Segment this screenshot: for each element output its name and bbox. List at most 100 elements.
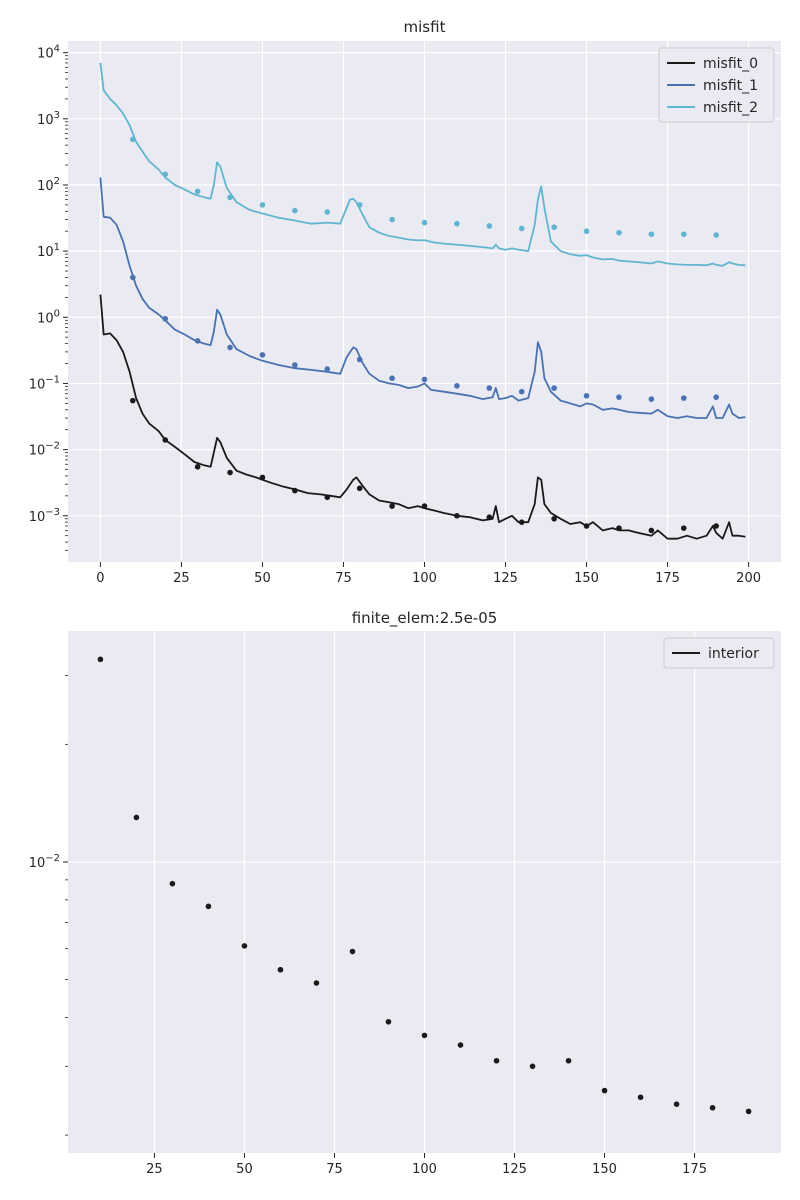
data-point — [130, 397, 136, 404]
data-point — [454, 512, 460, 519]
legend-label: misfit_0 — [703, 56, 758, 72]
x-tick-label: 25 — [173, 571, 190, 586]
data-point — [673, 1101, 680, 1107]
legend-label: interior — [708, 646, 759, 662]
data-point — [169, 880, 176, 887]
legend: interior — [663, 637, 775, 669]
data-point — [421, 503, 428, 509]
data-point — [421, 1032, 428, 1039]
data-point — [616, 394, 622, 400]
y-axis: 10−3 10−2 10−1 100 101 102 103 104 — [29, 44, 68, 551]
data-point — [292, 207, 298, 214]
x-tick-label: 125 — [493, 571, 518, 586]
data-point — [162, 171, 169, 178]
x-tick-label: 150 — [592, 1162, 617, 1177]
x-axis: 0 25 50 75 100 125 150 175 200 — [96, 562, 761, 586]
data-point — [162, 437, 169, 443]
data-point — [637, 1094, 644, 1101]
x-tick-label: 100 — [412, 571, 437, 586]
data-point — [259, 202, 266, 208]
data-point — [97, 656, 104, 663]
y-tick-label: 100 — [37, 308, 60, 326]
x-axis: 25 50 75 100 125 150 175 — [146, 1153, 707, 1177]
data-point — [583, 228, 590, 235]
data-point — [277, 966, 284, 973]
data-point — [551, 224, 557, 230]
series-line-misfit_2 — [99, 62, 746, 267]
data-point — [713, 394, 719, 400]
y-tick-label: 101 — [37, 242, 60, 260]
chart-title: finite_elem:2.5e-05 — [352, 609, 498, 628]
data-point — [565, 1057, 572, 1064]
data-point — [194, 338, 201, 344]
data-point — [324, 209, 331, 215]
data-point — [518, 519, 525, 525]
data-point — [356, 356, 363, 363]
data-point — [518, 388, 525, 395]
y-tick-label: 102 — [37, 176, 60, 194]
data-point — [616, 229, 622, 236]
data-point — [292, 362, 298, 368]
x-tick-label: 75 — [335, 571, 352, 586]
data-point — [421, 376, 428, 383]
series-layer — [97, 656, 752, 1115]
data-point — [713, 232, 719, 238]
data-point — [292, 487, 298, 494]
x-tick-label: 0 — [96, 571, 104, 586]
data-point — [389, 503, 395, 509]
y-tick-label: 10−1 — [29, 374, 60, 392]
data-point — [349, 948, 356, 955]
data-point — [486, 223, 493, 229]
data-point — [648, 396, 655, 402]
y-tick-label: 10−3 — [29, 507, 60, 525]
data-point — [680, 525, 687, 531]
data-point — [241, 943, 248, 949]
data-point — [454, 220, 460, 227]
x-tick-label: 50 — [236, 1162, 253, 1177]
legend-label: misfit_2 — [703, 100, 758, 116]
legend-label: misfit_1 — [703, 78, 758, 94]
y-axis: 10−2 — [29, 675, 68, 1136]
y-tick-label: 104 — [37, 44, 60, 62]
data-point — [389, 216, 395, 223]
data-point — [713, 523, 719, 529]
data-point — [259, 352, 266, 358]
gridlines — [68, 41, 781, 562]
y-tick-label: 10−2 — [29, 853, 60, 871]
series-line-misfit_0 — [99, 294, 746, 540]
data-point — [616, 525, 622, 531]
x-tick-label: 175 — [655, 571, 680, 586]
data-point — [194, 188, 201, 195]
data-point — [583, 523, 590, 529]
chart-title: misfit — [404, 18, 446, 36]
data-point — [486, 385, 493, 391]
data-point — [227, 344, 233, 351]
x-tick-label: 125 — [502, 1162, 527, 1177]
x-tick-label: 25 — [146, 1162, 163, 1177]
data-point — [324, 494, 331, 501]
data-point — [130, 136, 136, 143]
data-point — [551, 515, 557, 522]
series-layer — [99, 62, 746, 540]
x-tick-label: 200 — [736, 571, 761, 586]
data-point — [194, 463, 201, 470]
data-point — [648, 527, 655, 534]
data-point — [529, 1063, 536, 1070]
data-point — [385, 1018, 392, 1025]
misfit-chart: misfit 0 25 50 75 100 125 150 175 200 10−310−210… — [29, 18, 781, 586]
data-point — [486, 514, 493, 521]
data-point — [227, 469, 233, 476]
finite-elem-chart: finite_elem:2.5e-05 25 50 75 100 125 150 175 1… — [29, 609, 781, 1177]
data-point — [389, 375, 395, 382]
data-point — [356, 485, 363, 492]
data-point — [227, 194, 233, 201]
data-point — [709, 1104, 716, 1111]
data-point — [457, 1042, 464, 1048]
data-point — [421, 219, 428, 226]
data-point — [745, 1108, 752, 1115]
data-point — [518, 225, 525, 232]
data-point — [259, 474, 266, 481]
gridlines — [68, 631, 781, 1153]
legend-box — [663, 637, 775, 669]
x-tick-label: 75 — [326, 1162, 343, 1177]
